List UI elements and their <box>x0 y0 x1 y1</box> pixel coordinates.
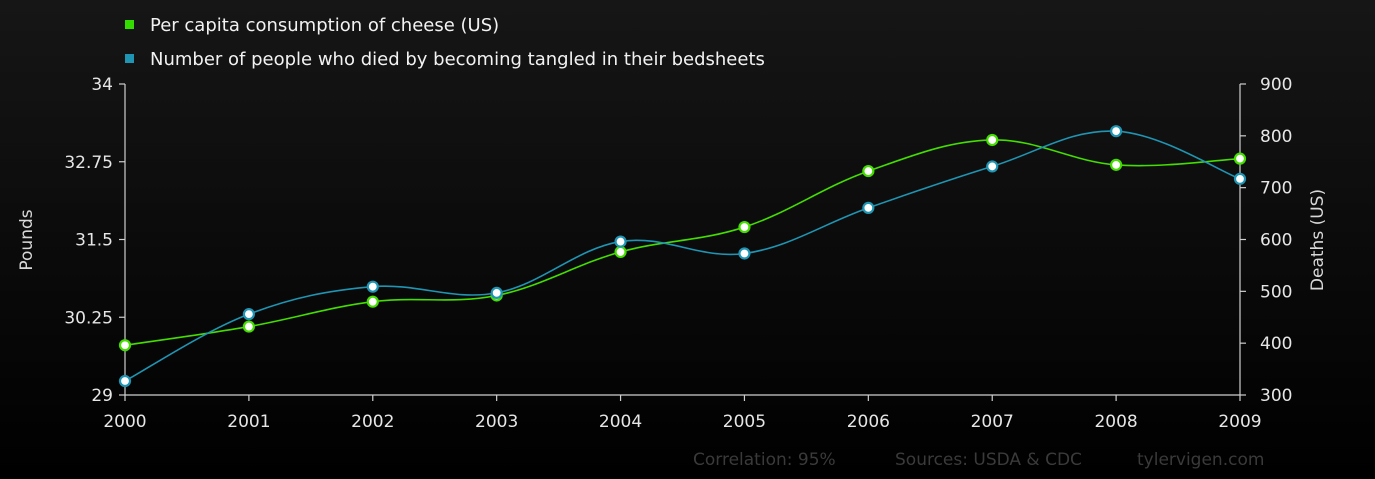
right-tick-label: 800 <box>1260 127 1292 147</box>
data-point <box>986 160 999 173</box>
legend-label-cheese: Per capita consumption of cheese (US) <box>150 15 499 36</box>
left-tick-label: 29 <box>91 386 113 406</box>
data-point <box>366 280 379 293</box>
x-tick-label: 2004 <box>599 412 642 432</box>
x-tick-label: 2002 <box>351 412 394 432</box>
left-tick-label: 31.5 <box>75 231 113 251</box>
data-point <box>862 164 875 178</box>
series-0 <box>118 133 1247 352</box>
data-point <box>614 245 627 259</box>
series-1 <box>118 125 1247 388</box>
x-tick-label: 2008 <box>1094 412 1137 432</box>
footer-sources: Sources: USDA & CDC <box>895 450 1082 470</box>
x-tick-label: 2006 <box>847 412 890 432</box>
right-tick-label: 300 <box>1260 386 1292 406</box>
data-point <box>490 286 503 299</box>
data-point <box>242 320 255 333</box>
data-point <box>1233 172 1247 185</box>
data-point <box>242 308 255 321</box>
x-tick-label: 2000 <box>103 412 146 432</box>
data-point <box>986 133 999 147</box>
data-point <box>614 235 627 248</box>
legend-swatch-bedsheets <box>125 54 134 63</box>
data-point <box>738 247 751 260</box>
footer-correlation: Correlation: 95% <box>693 450 836 470</box>
data-point <box>738 220 751 234</box>
right-tick-label: 600 <box>1260 231 1292 251</box>
left-tick-label: 34 <box>91 75 113 95</box>
left-tick-label: 32.75 <box>64 153 113 173</box>
x-tick-label: 2009 <box>1218 412 1261 432</box>
x-tick-label: 2005 <box>723 412 766 432</box>
data-point <box>118 339 132 352</box>
data-point <box>1110 125 1123 138</box>
legend-swatch-cheese <box>125 20 134 29</box>
right-tick-label: 900 <box>1260 75 1292 95</box>
x-tick-label: 2001 <box>227 412 270 432</box>
legend-label-bedsheets: Number of people who died by becoming ta… <box>150 49 765 70</box>
data-point <box>1233 152 1247 165</box>
x-axis-ticks: 2000 2001 2002 2003 2004 2005 2006 2007 2008 2009 <box>103 395 1262 432</box>
right-axis-title: Deaths (US) <box>1308 189 1328 291</box>
series-line <box>124 130 1241 382</box>
left-tick-label: 30.25 <box>64 308 113 328</box>
x-tick-label: 2003 <box>475 412 518 432</box>
legend: Per capita consumption of cheese (US) Nu… <box>125 15 765 70</box>
footer: Correlation: 95% Sources: USDA & CDC tyl… <box>693 450 1264 470</box>
data-point <box>118 374 132 388</box>
footer-site: tylervigen.com <box>1137 450 1264 470</box>
right-tick-label: 700 <box>1260 179 1292 199</box>
x-tick-label: 2007 <box>971 412 1014 432</box>
data-point <box>1110 158 1123 171</box>
left-axis-ticks: 29 30.25 31.5 32.75 34 <box>64 75 125 406</box>
series-layer <box>118 125 1247 388</box>
right-tick-label: 400 <box>1260 334 1292 354</box>
left-axis-title: Pounds <box>17 209 37 270</box>
data-point <box>366 295 379 308</box>
data-point <box>862 201 875 214</box>
right-axis-ticks: 300 400 500 600 700 800 900 <box>1240 75 1292 406</box>
right-tick-label: 500 <box>1260 282 1292 302</box>
series-line <box>124 139 1241 347</box>
